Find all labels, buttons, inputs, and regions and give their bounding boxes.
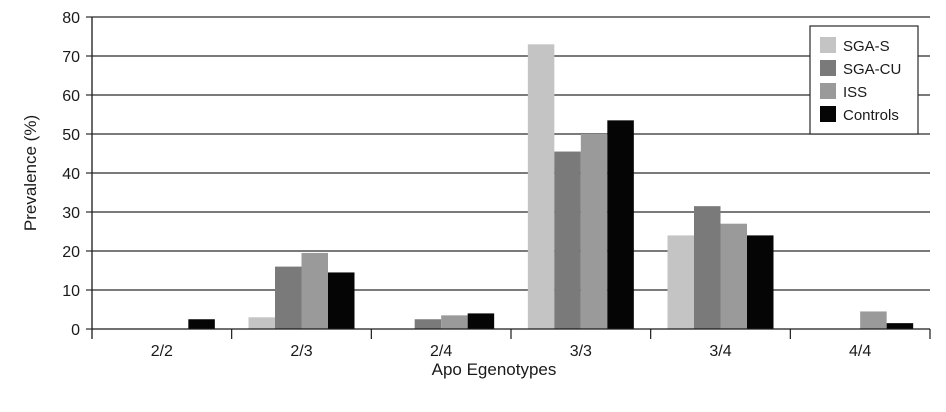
bar <box>275 266 302 329</box>
y-tick-label: 10 <box>62 283 80 300</box>
bar <box>580 134 608 329</box>
y-axis-label: Prevalence (%) <box>21 115 40 231</box>
bar <box>860 311 887 329</box>
bar <box>694 206 721 329</box>
grid-lines <box>92 16 930 291</box>
x-tick-label: 2/2 <box>151 343 173 360</box>
axes <box>91 17 931 339</box>
bar <box>527 44 555 330</box>
legend-swatch <box>820 106 836 122</box>
bar <box>554 151 581 329</box>
bar <box>607 120 634 329</box>
bar <box>248 317 275 329</box>
y-tick-label: 60 <box>62 88 80 105</box>
bar <box>188 319 215 329</box>
x-axis-label: Apo Egenotypes <box>432 360 557 379</box>
y-tick-label: 20 <box>62 244 80 261</box>
bar <box>720 223 747 329</box>
bar <box>301 252 328 329</box>
y-tick-label: 40 <box>62 166 80 183</box>
legend-swatch <box>820 60 836 76</box>
bars <box>188 44 914 330</box>
x-tick-label: 2/3 <box>290 343 312 360</box>
x-tick-label: 4/4 <box>849 343 871 360</box>
bar <box>441 315 468 329</box>
y-tick-label: 80 <box>62 10 80 27</box>
y-tick-label: 0 <box>71 322 80 339</box>
x-tick-labels: 2/2 2/3 2/4 3/3 3/4 4/4 <box>151 343 872 360</box>
x-tick-label: 2/4 <box>430 343 452 360</box>
y-tick-label: 30 <box>62 205 80 222</box>
bar <box>328 272 355 329</box>
legend-label: Controls <box>843 107 899 124</box>
legend: SGA-S SGA-CU ISS Controls <box>809 25 919 135</box>
legend-label: SGA-S <box>843 38 890 55</box>
legend-label: ISS <box>843 84 867 101</box>
bar <box>667 235 694 329</box>
legend-swatch <box>820 37 836 53</box>
legend-label: SGA-CU <box>843 61 901 78</box>
y-tick-label: 70 <box>62 49 80 66</box>
bar <box>886 323 914 329</box>
bar <box>747 235 774 329</box>
y-tick-label: 50 <box>62 127 80 144</box>
x-tick-label: 3/3 <box>570 343 592 360</box>
bar <box>467 313 495 329</box>
x-tick-label: 3/4 <box>709 343 731 360</box>
legend-swatch <box>820 83 836 99</box>
y-tick-labels: 0 10 20 30 40 50 60 70 80 <box>62 10 92 339</box>
bar <box>414 319 442 329</box>
